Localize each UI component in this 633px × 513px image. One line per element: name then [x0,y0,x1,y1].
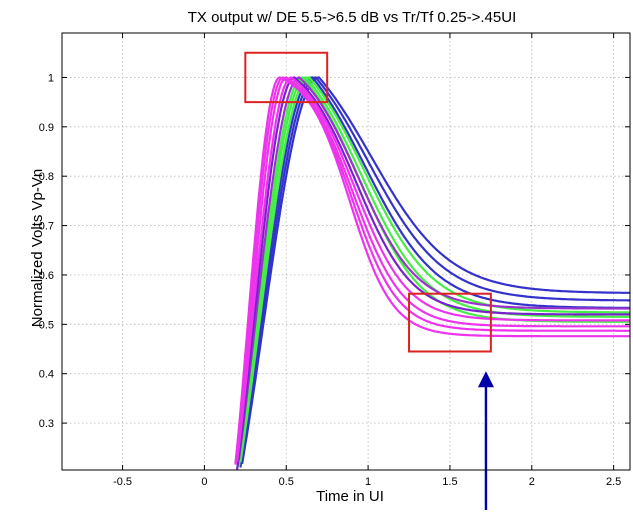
series-line [236,76,630,470]
chart-title: TX output w/ DE 5.5->6.5 dB vs Tr/Tf 0.2… [188,9,516,26]
plot-frame [61,32,631,471]
y-tick-label: 0.8 [39,171,54,183]
y-axis-label: Normalized Volts Vp-Vn [29,169,46,327]
series-line [237,76,630,461]
series-line [234,76,630,465]
arrow-head [477,371,494,388]
y-tick-label: 0.6 [39,270,54,282]
axis-ticks: -0.5 0 0.5 1 1.5 2 2.5 0.3 0.4 0.5 0.6 0.7 0.8 0.9 1 [39,33,630,488]
x-axis-label: Time in UI [316,488,384,505]
x-tick-label: 0.5 [279,476,294,488]
x-tick-label: 0 [201,476,207,488]
x-tick-label: 1.5 [442,476,457,488]
y-tick-label: 0.5 [39,319,54,331]
series-line [236,76,630,458]
x-tick-label: 2 [529,476,535,488]
series-line [236,76,630,462]
x-tick-label: 1 [365,476,371,488]
y-tick-label: 0.3 [39,418,54,430]
x-tick-label: 2.5 [606,476,621,488]
annotation-layer [244,51,494,510]
y-tick-label: 1 [48,72,54,84]
highlight-box [244,51,329,104]
y-tick-label: 0.7 [39,221,54,233]
y-tick-label: 0.4 [39,369,54,381]
highlight-box [408,292,492,353]
series-layer [234,76,631,470]
x-tick-label: -0.5 [113,476,132,488]
y-tick-label: 0.9 [39,122,54,134]
